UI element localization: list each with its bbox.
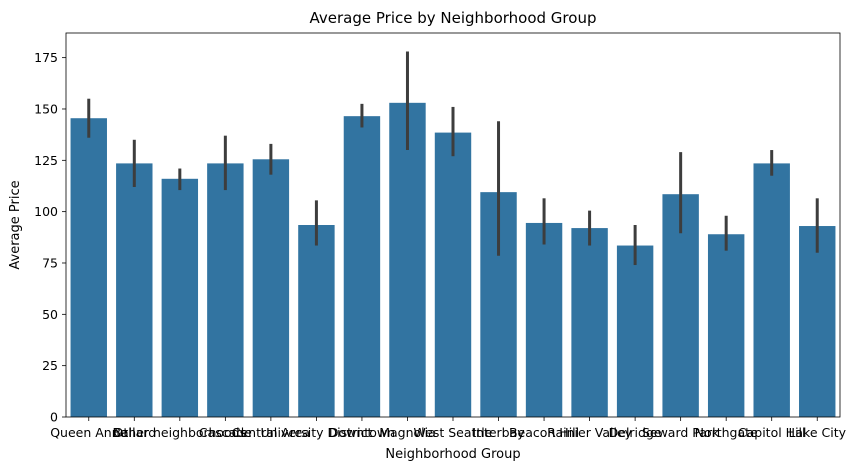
bar-8 xyxy=(434,132,472,418)
y-tick-label: 75 xyxy=(42,255,58,270)
x-tick-label: Interbay xyxy=(472,425,525,440)
bar-16 xyxy=(799,226,836,417)
y-tick-label: 125 xyxy=(34,153,58,168)
x-tick-label: Lake City xyxy=(788,425,846,440)
x-tick-label: Beacon Hill xyxy=(509,425,579,440)
x-tick-label: Queen Anne xyxy=(50,425,127,440)
bar-11 xyxy=(571,228,608,417)
x-tick-label: Cascade xyxy=(199,425,252,440)
bar-12 xyxy=(616,245,654,417)
bar-15 xyxy=(753,163,790,417)
x-tick-label: Magnolia xyxy=(379,425,436,440)
bar-2 xyxy=(161,178,199,417)
x-tick-label: Delridge xyxy=(609,425,662,440)
error-bars-layer xyxy=(87,51,819,266)
x-tick-label: Rainier Valley xyxy=(547,425,633,440)
y-tick-label: 0 xyxy=(50,410,58,425)
bar-0 xyxy=(70,118,107,418)
bar-4 xyxy=(252,159,290,418)
x-tick-label: Other neighborhoods xyxy=(114,425,247,440)
x-tick-label: West Seattle xyxy=(414,425,493,440)
bars-layer xyxy=(70,102,836,418)
bar-1 xyxy=(116,163,153,417)
y-tick-label: 50 xyxy=(42,307,58,322)
y-tick-label: 175 xyxy=(34,50,58,65)
bar-6 xyxy=(343,116,381,418)
plot-frame xyxy=(65,32,841,418)
x-tick-label: Seward Park xyxy=(642,425,720,440)
x-tick-label: Capitol Hill xyxy=(738,425,806,440)
y-tick-label: 25 xyxy=(42,358,58,373)
x-tick-label: University District xyxy=(260,425,372,440)
y-tick-label: 150 xyxy=(34,101,58,116)
bar-10 xyxy=(525,222,563,417)
bar-5 xyxy=(298,225,335,417)
x-tick-label: Ballard xyxy=(112,425,156,440)
x-tick-label: Central Area xyxy=(232,425,310,440)
x-tick-label: Downtown xyxy=(329,425,395,440)
y-tick-label: 100 xyxy=(34,204,58,219)
y-axis-title: Average Price xyxy=(8,180,23,269)
chart-title: Average Price by Neighborhood Group xyxy=(310,9,597,27)
x-tick-label: Northgate xyxy=(695,425,758,440)
bar-14 xyxy=(707,234,745,417)
x-axis-title: Neighborhood Group xyxy=(385,447,520,462)
bar-7 xyxy=(389,102,426,418)
bar-3 xyxy=(207,163,244,417)
y-axis: 0 25 50 75 100 125 150 175 xyxy=(34,50,66,425)
